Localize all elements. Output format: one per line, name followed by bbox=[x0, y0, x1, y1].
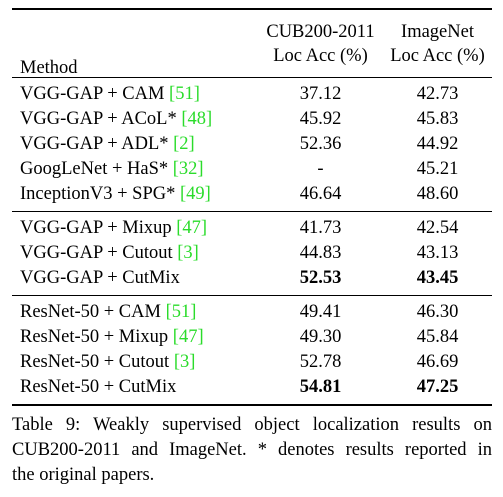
method-cell: ResNet-50 + Cutout [3] bbox=[20, 352, 196, 373]
method-cell: VGG-GAP + CutMix bbox=[20, 268, 180, 289]
table-header: Method CUB200-2011 ImageNet Loc Acc (%) … bbox=[12, 9, 492, 78]
cub-cell: 49.30 bbox=[299, 327, 342, 348]
cub-cell: 41.73 bbox=[258, 211, 383, 241]
cub-cell: 45.92 bbox=[299, 109, 342, 130]
citation-link[interactable]: [32] bbox=[172, 159, 204, 180]
imagenet-cell: 43.13 bbox=[416, 243, 459, 264]
cub-cell: 37.12 bbox=[299, 84, 342, 105]
method-cell: GoogLeNet + HaS* [32] bbox=[20, 159, 204, 180]
imagenet-cell: 42.54 bbox=[383, 211, 492, 241]
table-row: ResNet-50 + Cutout [3] 52.78 46.69 bbox=[12, 350, 492, 375]
citation-link[interactable]: [48] bbox=[181, 109, 213, 130]
table-group-3: ResNet-50 + CAM [51] 49.41 46.30 ResNet-… bbox=[12, 295, 492, 405]
table-row: ResNet-50 + CAM [51] 49.41 46.30 bbox=[12, 295, 492, 325]
method-cell: VGG-GAP + CAM [51] bbox=[20, 84, 200, 105]
results-table-container: Method CUB200-2011 ImageNet Loc Acc (%) … bbox=[12, 8, 492, 406]
method-cell: VGG-GAP + Mixup [47] bbox=[12, 211, 258, 241]
table-row: InceptionV3 + SPG* [49] 46.64 48.60 bbox=[12, 182, 492, 212]
header-method: Method bbox=[20, 57, 78, 78]
cub-cell: 46.64 bbox=[299, 184, 342, 205]
citation-link[interactable]: [47] bbox=[176, 218, 208, 239]
caption-line-2: CUB200-2011 and ImageNet. * denotes resu… bbox=[12, 440, 492, 460]
method-cell: ResNet-50 + CAM [51] bbox=[12, 295, 258, 325]
imagenet-cell: 45.21 bbox=[416, 159, 459, 180]
header-imagenet-line2: Loc Acc (%) bbox=[390, 45, 485, 66]
imagenet-cell: 45.83 bbox=[416, 109, 459, 130]
table-row: VGG-GAP + CutMix 52.53 43.45 bbox=[12, 266, 492, 296]
imagenet-cell: 45.84 bbox=[416, 327, 459, 348]
method-cell: VGG-GAP + ACoL* [48] bbox=[20, 109, 213, 130]
cub-cell: 49.41 bbox=[258, 295, 383, 325]
header-cub-line1: CUB200-2011 bbox=[266, 21, 375, 42]
cub-cell-best: 54.81 bbox=[299, 377, 342, 398]
table-caption: Table 9: Weakly supervised object locali… bbox=[12, 413, 492, 488]
table-row: VGG-GAP + Mixup [47] 41.73 42.54 bbox=[12, 211, 492, 241]
imagenet-cell: 42.73 bbox=[416, 84, 459, 105]
table-row: ResNet-50 + Mixup [47] 49.30 45.84 bbox=[12, 325, 492, 350]
header-imagenet-line1: ImageNet bbox=[401, 21, 474, 42]
citation-link[interactable]: [3] bbox=[177, 243, 199, 264]
table-row: VGG-GAP + ADL* [2] 52.36 44.92 bbox=[12, 132, 492, 157]
citation-link[interactable]: [51] bbox=[165, 302, 197, 323]
imagenet-cell: 46.30 bbox=[383, 295, 492, 325]
method-cell: InceptionV3 + SPG* [49] bbox=[20, 184, 211, 205]
citation-link[interactable]: [49] bbox=[179, 184, 211, 205]
imagenet-cell-best: 47.25 bbox=[416, 377, 459, 398]
header-cub-line2: Loc Acc (%) bbox=[273, 45, 368, 66]
caption-line-3: the original papers. bbox=[12, 465, 155, 485]
table-row: VGG-GAP + ACoL* [48] 45.92 45.83 bbox=[12, 107, 492, 132]
cub-cell: 52.78 bbox=[299, 352, 342, 373]
method-cell: VGG-GAP + ADL* [2] bbox=[20, 134, 195, 155]
citation-link[interactable]: [2] bbox=[173, 134, 195, 155]
table-row: VGG-GAP + Cutout [3] 44.83 43.13 bbox=[12, 241, 492, 266]
table-row: VGG-GAP + CAM [51] 37.12 42.73 bbox=[12, 78, 492, 108]
results-table: Method CUB200-2011 ImageNet Loc Acc (%) … bbox=[12, 8, 492, 406]
imagenet-cell-best: 43.45 bbox=[416, 268, 459, 289]
imagenet-cell: 46.69 bbox=[416, 352, 459, 373]
cub-cell: 44.83 bbox=[299, 243, 342, 264]
method-cell: ResNet-50 + Mixup [47] bbox=[20, 327, 204, 348]
cub-cell-best: 52.53 bbox=[299, 268, 342, 289]
method-cell: VGG-GAP + Cutout [3] bbox=[20, 243, 199, 264]
method-cell: ResNet-50 + CutMix bbox=[20, 377, 177, 398]
citation-link[interactable]: [51] bbox=[169, 84, 200, 105]
table-group-1: VGG-GAP + CAM [51] 37.12 42.73 VGG-GAP +… bbox=[12, 78, 492, 212]
cub-cell: 52.36 bbox=[299, 134, 342, 155]
imagenet-cell: 44.92 bbox=[416, 134, 459, 155]
citation-link[interactable]: [3] bbox=[173, 352, 196, 373]
cub-cell: - bbox=[317, 159, 324, 180]
caption-line-1: Table 9: Weakly supervised object locali… bbox=[12, 415, 492, 435]
table-row: GoogLeNet + HaS* [32] - 45.21 bbox=[12, 157, 492, 182]
table-group-2: VGG-GAP + Mixup [47] 41.73 42.54 VGG-GAP… bbox=[12, 211, 492, 296]
table-row: ResNet-50 + CutMix 54.81 47.25 bbox=[12, 375, 492, 405]
imagenet-cell: 48.60 bbox=[416, 184, 459, 205]
citation-link[interactable]: [47] bbox=[172, 327, 204, 348]
